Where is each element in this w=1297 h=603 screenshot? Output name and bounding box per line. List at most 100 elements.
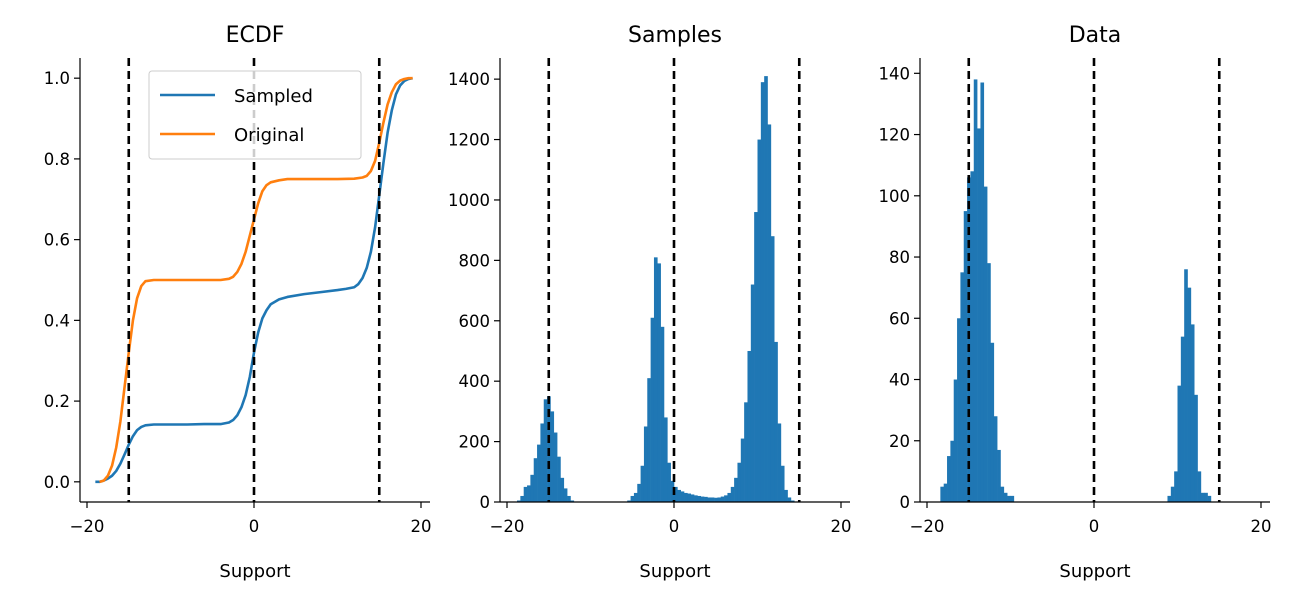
plot-area [95,58,413,502]
x-tick-label: 0 [249,517,260,536]
hist-bar [997,449,1001,502]
hist-bar [674,486,678,502]
y-tick-label: 1400 [448,70,490,89]
hist-bar [637,483,641,502]
hist-bar [780,465,785,502]
hist-bar [633,492,638,502]
hist-bar [1200,492,1205,502]
hist-bar [647,378,651,502]
hist-bar [983,186,988,503]
y-ticks: 0.0 0.2 0.4 0.6 0.8 1.0 [44,69,80,492]
hist-bar [1174,471,1178,502]
hist-bar [1007,495,1011,502]
hist-bar [993,416,998,502]
hist-bar [650,317,655,502]
series-line-sampled [95,76,413,484]
hist-bar [527,485,531,502]
hist-bar [1184,269,1188,502]
hist-bar [550,411,555,502]
hist-bar [697,495,702,502]
hist-bar [777,423,782,502]
hist-bar [940,486,944,502]
hist-bar [704,496,708,502]
hist-bar [567,495,571,502]
y-tick-label: 800 [459,251,491,270]
x-tick-label: −20 [910,517,945,536]
hist-bar [520,495,524,502]
hist-bar [757,139,762,503]
panel-samples: Samples −20 0 20 0 200 400 600 800 1000 1200 1400… [448,23,852,582]
x-ticks: −20 0 20 [70,502,432,536]
hist-bar [987,263,991,502]
hist-bar [973,79,978,503]
panel-title: ECDF [226,23,285,48]
hist-bar [790,500,795,502]
y-tick-label: 600 [459,312,491,331]
panel-ecdf: ECDF −20 0 20 0.0 0.2 0.4 0.6 0.8 1.0 Support S… [44,23,432,582]
hist-bar [980,82,985,502]
plot-area [517,58,801,503]
hist-bar [533,458,538,502]
hist-bar [670,480,675,502]
hist-bar [754,212,758,503]
y-tick-label: 200 [459,433,491,452]
y-tick-label: 0.4 [44,311,70,330]
y-tick-label: 140 [879,64,911,83]
x-tick-label: 20 [411,517,432,536]
panel-title: Data [1069,23,1122,48]
hist-bar [950,440,955,502]
hist-bar [517,500,521,502]
hist-bar [1197,471,1202,502]
x-tick-label: −20 [70,517,105,536]
y-tick-label: 400 [459,372,491,391]
y-tick-label: 0.6 [44,231,70,250]
hist-bar [557,456,561,502]
hist-bar [1207,495,1212,502]
hist-bar [960,272,965,502]
hist-bar [694,495,698,502]
hist-bar [667,462,671,502]
hist-bar [523,486,528,502]
hist-bar [720,496,725,502]
panel-title: Samples [628,23,722,48]
hist-bar [737,462,742,502]
hist-bar [787,497,792,502]
y-tick-label: 100 [879,187,911,206]
hist-bar [977,128,981,502]
x-tick-label: 0 [1089,517,1100,536]
x-tick-label: 0 [669,517,680,536]
legend-frame [148,70,362,160]
hist-bar [750,284,755,502]
hist-bar [947,456,951,502]
hist-bar [1187,287,1192,502]
x-axis-label: Support [639,561,710,582]
hist-bar [1194,394,1198,502]
hist-bar [1190,324,1195,502]
legend-label-original: Original [234,125,304,146]
panel-data: Data −20 0 20 0 20 40 60 80 100 120 140 Support [879,23,1272,582]
hist-bar [660,326,665,502]
y-tick-label: 0 [900,493,911,512]
y-tick-label: 1200 [448,131,490,150]
hist-bar [643,426,648,502]
hist-bar [570,500,575,502]
hist-bar [543,399,548,502]
hist-bar [537,444,541,502]
hist-bar [760,82,765,502]
hist-bar [764,76,768,503]
x-ticks: −20 0 20 [490,502,852,536]
hist-bar [943,483,948,502]
x-axis-label: Support [219,561,290,582]
hist-bar [990,342,995,502]
hist-bar [967,177,971,503]
y-ticks: 0 20 40 60 80 100 120 140 [879,64,920,512]
hist-bar [734,477,738,502]
hist-bar [957,318,961,502]
hist-bar [700,496,705,502]
hist-bar [1167,495,1172,502]
y-tick-label: 1000 [448,191,490,210]
hist-bar [1000,486,1005,502]
y-tick-label: 0.2 [44,392,70,411]
hist-bar [690,494,695,502]
